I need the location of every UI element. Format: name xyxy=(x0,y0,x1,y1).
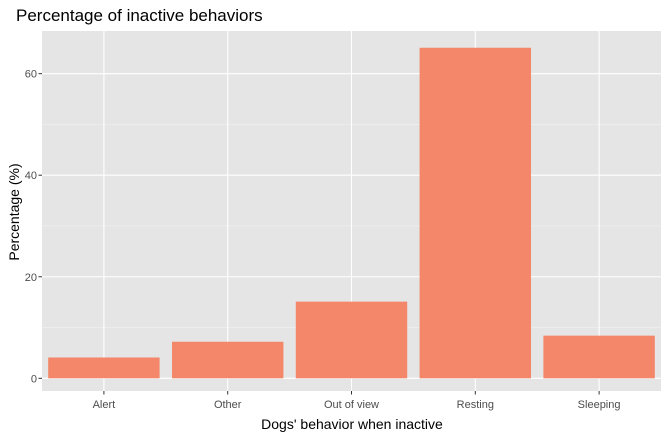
x-tick-label-4: Sleeping xyxy=(578,399,621,411)
bars xyxy=(48,47,655,379)
y-axis: 0 20 40 60 xyxy=(25,69,42,385)
bar-out-of-view xyxy=(295,301,408,379)
y-tick-label-0: 0 xyxy=(31,373,37,385)
y-tick-label-2: 40 xyxy=(25,170,37,182)
x-axis-title: Dogs' behavior when inactive xyxy=(261,416,443,432)
y-axis-title: Percentage (%) xyxy=(6,163,22,260)
bar-other xyxy=(171,341,284,379)
x-tick-label-1: Other xyxy=(214,399,242,411)
x-tick-label-0: Alert xyxy=(93,399,116,411)
bar-alert xyxy=(48,357,160,379)
x-tick-label-2: Out of view xyxy=(324,399,379,411)
bar-sleeping xyxy=(543,335,655,379)
y-tick-label-3: 60 xyxy=(25,69,37,81)
x-axis: Alert Other Out of view Resting Sleeping xyxy=(93,391,621,411)
bar-resting xyxy=(419,47,532,379)
y-tick-label-1: 20 xyxy=(25,272,37,284)
chart-title: Percentage of inactive behaviors xyxy=(16,6,263,25)
x-tick-label-3: Resting xyxy=(457,399,494,411)
